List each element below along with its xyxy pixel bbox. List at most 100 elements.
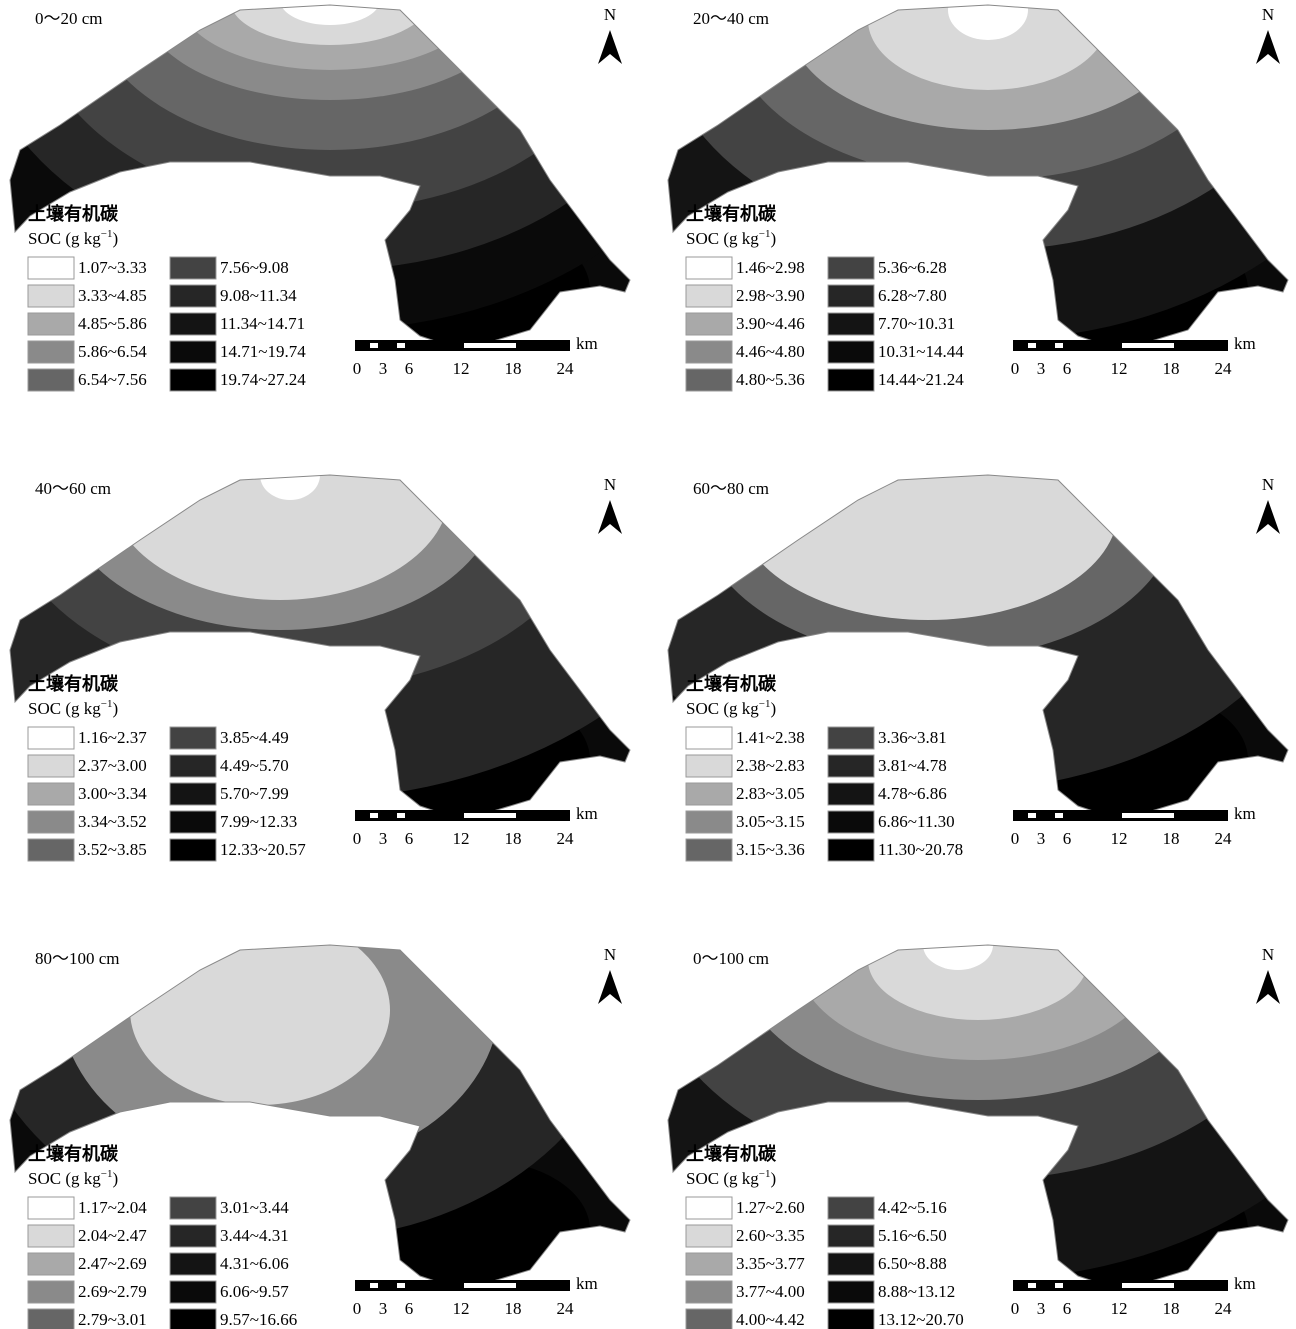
scale-label: 18: [505, 829, 522, 848]
unit-close: ): [112, 229, 118, 248]
scale-label: 6: [1063, 359, 1072, 378]
scale-label: 18: [1163, 359, 1180, 378]
legend-label: 12.33~20.57: [220, 840, 306, 859]
legend-swatch: [28, 1281, 74, 1303]
legend-title: 土壤有机碳: [28, 1143, 119, 1164]
legend-label: 19.74~27.24: [220, 370, 306, 389]
scale-unit: km: [576, 1274, 598, 1293]
scale-segment: [1122, 1283, 1174, 1288]
legend-label: 5.36~6.28: [878, 258, 947, 277]
legend-swatch: [686, 369, 732, 391]
legend-label: 7.99~12.33: [220, 812, 297, 831]
legend-label: 2.69~2.79: [78, 1282, 147, 1301]
legend-label: 10.31~14.44: [878, 342, 964, 361]
legend-swatch: [170, 839, 216, 861]
north-arrow: [1256, 30, 1280, 64]
scale-bar: [1013, 340, 1228, 351]
scale-label: 18: [505, 359, 522, 378]
legend-swatch: [28, 1253, 74, 1275]
unit-close: ): [112, 1169, 118, 1188]
legend-swatch: [170, 313, 216, 335]
scale-label: 12: [453, 829, 470, 848]
legend-swatch: [28, 811, 74, 833]
scale-label: 3: [1037, 359, 1046, 378]
scale-bar: [1013, 1280, 1228, 1291]
legend-swatch: [170, 1225, 216, 1247]
legend-swatch: [28, 341, 74, 363]
scale-segment: [1055, 1283, 1063, 1288]
scale-segment: [1122, 813, 1174, 818]
legend-swatch: [828, 1281, 874, 1303]
legend-title: 土壤有机碳: [686, 203, 777, 224]
scale-label: 24: [557, 1299, 575, 1318]
unit: SOC (g kg: [28, 229, 101, 248]
scale-segment: [1028, 343, 1036, 348]
legend-label: 3.36~3.81: [878, 728, 947, 747]
scale-label: 0: [353, 829, 362, 848]
legend-swatch: [828, 811, 874, 833]
depth-label: 60～80 cm: [693, 479, 769, 498]
legend-title: 土壤有机碳: [686, 673, 777, 694]
scale-label: 12: [453, 359, 470, 378]
legend-label: 2.60~3.35: [736, 1226, 805, 1245]
legend-swatch: [828, 369, 874, 391]
scale-label: 6: [405, 1299, 414, 1318]
scale-segment: [370, 1283, 378, 1288]
scale-bar: [355, 810, 570, 821]
legend-swatch: [28, 257, 74, 279]
legend-swatch: [686, 313, 732, 335]
scale-label: 18: [1163, 829, 1180, 848]
legend-label: 4.31~6.06: [220, 1254, 289, 1273]
scale-segment: [370, 813, 378, 818]
legend-label: 4.00~4.42: [736, 1310, 805, 1329]
legend-swatch: [170, 1253, 216, 1275]
scale-segment: [1028, 1283, 1036, 1288]
legend-label: 1.41~2.38: [736, 728, 805, 747]
scale-label: 3: [379, 829, 388, 848]
legend-unit: SOC (g kg−1): [28, 228, 118, 248]
legend-unit: SOC (g kg−1): [686, 228, 776, 248]
scale-segment: [1055, 813, 1063, 818]
legend-swatch: [170, 1197, 216, 1219]
legend-label: 11.34~14.71: [220, 314, 305, 333]
legend-swatch: [686, 727, 732, 749]
legend-label: 5.86~6.54: [78, 342, 147, 361]
legend-swatch: [828, 1197, 874, 1219]
scale-label: 6: [405, 359, 414, 378]
legend-swatch: [28, 1309, 74, 1329]
scale-segment: [397, 1283, 405, 1288]
legend-swatch: [28, 1225, 74, 1247]
map-zone: [130, 915, 390, 1105]
scale-label: 3: [1037, 829, 1046, 848]
north-arrow: [598, 30, 622, 64]
legend-label: 4.80~5.36: [736, 370, 805, 389]
scale-label: 0: [1011, 829, 1020, 848]
scale-label: 24: [1215, 359, 1233, 378]
legend-swatch: [170, 341, 216, 363]
scale-label: 0: [1011, 1299, 1020, 1318]
scale-segment: [1028, 813, 1036, 818]
north-label: N: [1262, 5, 1274, 24]
scale-bar: [355, 340, 570, 351]
scale-segment: [397, 813, 405, 818]
legend-label: 3.44~4.31: [220, 1226, 289, 1245]
legend-swatch: [170, 285, 216, 307]
legend-unit: SOC (g kg−1): [28, 1168, 118, 1188]
legend-label: 13.12~20.70: [878, 1310, 964, 1329]
scale-label: 24: [557, 829, 575, 848]
legend-label: 1.16~2.37: [78, 728, 147, 747]
legend-swatch: [828, 1225, 874, 1247]
map-panel: 0～20 cmN土壤有机碳SOC (g kg−1)1.07~3.333.33~4…: [0, 0, 750, 400]
north-arrow: [1256, 970, 1280, 1004]
unit-close: ): [112, 699, 118, 718]
depth-label: 0～20 cm: [35, 9, 103, 28]
map-zone: [738, 400, 1118, 620]
scale-label: 3: [379, 359, 388, 378]
unit-exp: −1: [101, 228, 113, 240]
scale-segment: [1122, 343, 1174, 348]
legend-label: 3.81~4.78: [878, 756, 947, 775]
scale-label: 24: [557, 359, 575, 378]
legend-swatch: [686, 1281, 732, 1303]
legend-unit: SOC (g kg−1): [686, 698, 776, 718]
legend-swatch: [828, 727, 874, 749]
